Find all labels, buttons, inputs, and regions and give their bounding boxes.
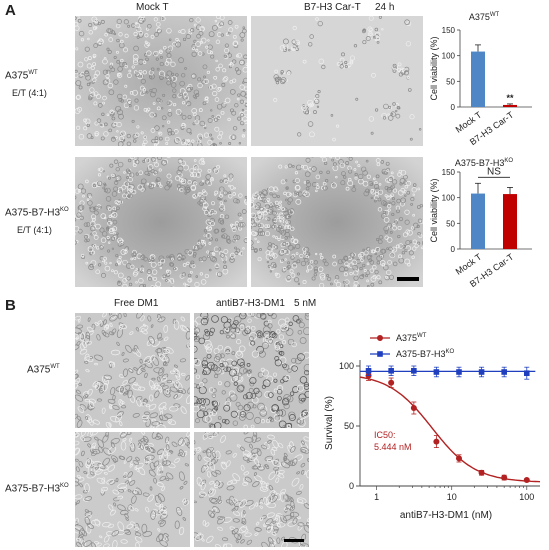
col-header-mock-t: Mock T	[136, 2, 169, 13]
ratio-label-a-wt: E/T (4:1)	[12, 88, 47, 98]
ratio-label-a-ko: E/T (4:1)	[17, 225, 52, 235]
data-point-ko	[433, 369, 440, 375]
data-point-ko	[411, 368, 417, 374]
bar	[471, 51, 485, 107]
data-point-ko	[456, 369, 462, 375]
y-tick-label: 100	[442, 52, 456, 61]
row-label-b-wt: A375WT	[27, 364, 60, 376]
significance-label: NS	[487, 166, 501, 177]
bar-chart-title: A375-B7-H3KO	[455, 158, 514, 168]
y-tick-label: 100	[442, 194, 456, 203]
data-point-wt	[478, 469, 485, 476]
row-label-a-wt: A375WT	[5, 70, 38, 82]
y-tick-label: 150	[442, 168, 456, 177]
x-axis-label: antiB7-H3-DM1 (nM)	[400, 510, 492, 521]
x-tick-label: 1	[374, 492, 379, 502]
significance-label: **	[506, 93, 514, 103]
data-point-wt	[433, 438, 440, 445]
time-label: 24 h	[375, 2, 395, 13]
data-point-ko	[365, 368, 372, 374]
bar	[471, 193, 485, 249]
micrograph-a-wt-mock	[75, 16, 247, 146]
y-tick-label: 0	[349, 481, 354, 491]
y-axis-label: Survival (%)	[324, 396, 335, 450]
panel-a-label: A	[5, 2, 16, 19]
y-axis-label: Cell viability (%)	[429, 178, 439, 242]
data-point-wt	[455, 455, 462, 462]
data-point-wt	[410, 405, 417, 411]
bar	[503, 104, 517, 107]
data-point-ko	[388, 368, 394, 374]
data-point-ko	[523, 370, 530, 376]
micrograph-b-wt-adc	[194, 313, 309, 428]
col-header-free-dm1: Free DM1	[114, 298, 159, 309]
y-tick-label: 50	[446, 77, 455, 86]
panel-b-label: B	[5, 297, 16, 314]
y-tick-label: 0	[451, 245, 456, 254]
row-label-a-ko: A375-B7-H3KO	[5, 207, 69, 219]
y-tick-label: 100	[339, 361, 354, 371]
x-tick-label: 10	[447, 492, 457, 502]
legend-marker	[377, 335, 383, 341]
y-axis-label: Cell viability (%)	[429, 36, 439, 100]
legend-marker	[377, 351, 383, 357]
y-tick-label: 50	[344, 421, 354, 431]
fit-curve-wt	[359, 376, 541, 483]
row-label-b-ko: A375-B7-H3KO	[5, 483, 69, 495]
x-tick-label: 100	[519, 492, 534, 502]
col-header-adc: antiB7-H3-DM1	[216, 298, 285, 309]
y-tick-label: 150	[442, 26, 456, 35]
dose-response-chart: 0 50 100 1 10 100 antiB7-H3-DM1 (nM) Survival (…	[324, 333, 541, 521]
scale-bar	[284, 539, 304, 542]
micrograph-b-ko-adc	[194, 432, 309, 547]
data-point-ko	[478, 369, 485, 375]
scale-bar	[397, 277, 419, 281]
micrograph-b-wt-free	[75, 313, 190, 428]
micrograph-a-ko-mock	[75, 157, 247, 287]
col-header-car-t: B7-H3 Car-T	[304, 2, 361, 13]
micrograph-a-wt-cart	[251, 16, 423, 146]
data-point-wt	[388, 379, 395, 386]
y-tick-label: 0	[451, 103, 456, 112]
legend-label: A375-B7-H3KO	[396, 349, 455, 359]
ic50-label: IC50:	[374, 430, 396, 440]
data-point-ko	[501, 369, 507, 375]
concentration-label: 5 nM	[294, 298, 317, 309]
data-point-wt	[501, 474, 508, 481]
data-point-wt	[523, 477, 530, 483]
micrograph-a-ko-cart	[251, 157, 423, 287]
bar-chart-title: A375WT	[469, 12, 500, 22]
micrograph-b-ko-free	[75, 432, 190, 547]
y-tick-label: 50	[446, 219, 455, 228]
legend-label: A375WT	[396, 333, 427, 343]
ic50-value: 5.444 nM	[374, 442, 412, 452]
bar	[503, 194, 517, 249]
